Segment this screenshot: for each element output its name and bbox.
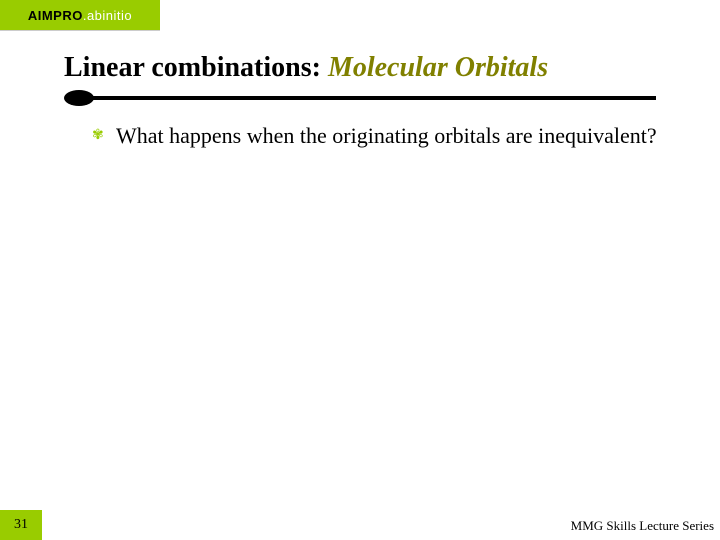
slide-title: Linear combinations: Molecular Orbitals — [64, 52, 690, 84]
bullet-item: ✾ What happens when the originating orbi… — [92, 122, 690, 150]
page-number-box: 31 — [0, 510, 42, 540]
body: ✾ What happens when the originating orbi… — [92, 122, 690, 150]
bullet-icon: ✾ — [92, 122, 112, 150]
logo-part2: .abinitio — [83, 8, 132, 23]
page-number: 31 — [14, 517, 28, 533]
footer-text: MMG Skills Lecture Series — [571, 518, 714, 534]
logo-part1: AIMPRO — [28, 8, 83, 23]
title-underline — [64, 95, 656, 101]
title-emph: Molecular Orbitals — [328, 52, 548, 83]
title-underline-bar — [68, 96, 656, 100]
title-plain: Linear combinations: — [64, 52, 328, 83]
bullet-text: What happens when the originating orbita… — [116, 122, 657, 150]
slide: AIMPRO.abinitio Linear combinations: Mol… — [0, 0, 720, 540]
logo-text: AIMPRO.abinitio — [28, 8, 132, 23]
logo-box: AIMPRO.abinitio — [0, 0, 160, 30]
logo-underline — [0, 30, 160, 31]
